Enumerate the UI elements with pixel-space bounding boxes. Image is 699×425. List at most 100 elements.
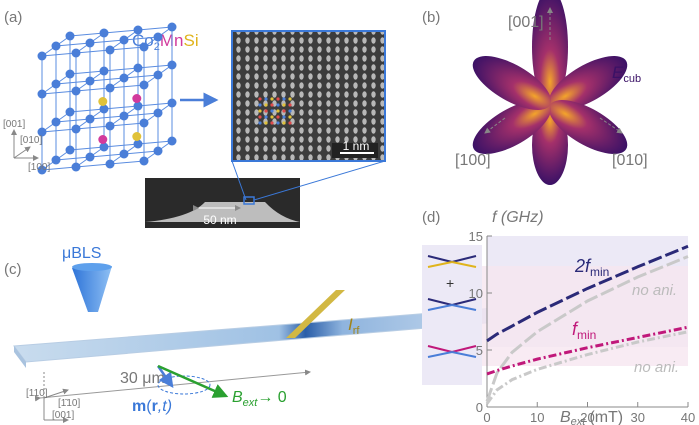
x-tick-label: 0 xyxy=(483,410,490,425)
marker-dot xyxy=(264,121,267,124)
y-tick-label: 0 xyxy=(476,400,483,415)
atom xyxy=(154,33,163,42)
axis-label: [001] xyxy=(508,14,544,31)
atom xyxy=(66,108,75,117)
atom xyxy=(120,150,129,159)
axis-label: [100] xyxy=(28,162,50,173)
atom xyxy=(86,115,95,124)
bond xyxy=(70,33,104,36)
atom xyxy=(106,84,115,93)
atom xyxy=(72,49,81,58)
atom xyxy=(66,32,75,41)
y-tick-label: 5 xyxy=(476,343,483,358)
marker-dot xyxy=(276,97,279,100)
panel-label: (d) xyxy=(422,209,440,226)
bond xyxy=(124,75,158,78)
marker-dot xyxy=(282,97,285,100)
atom xyxy=(100,143,109,152)
bond xyxy=(56,157,90,160)
probe-label: μBLS xyxy=(62,245,101,262)
bond xyxy=(56,119,90,122)
bond xyxy=(42,129,76,132)
atom xyxy=(140,81,149,90)
bond xyxy=(90,116,124,119)
x-tick-label: 30 xyxy=(631,410,645,425)
bond xyxy=(104,144,138,147)
atom xyxy=(120,112,129,121)
marker-dot xyxy=(270,97,273,100)
m-label: m(r,t) xyxy=(132,398,172,415)
panel-b: (b) [001] [100] [010] Ecub xyxy=(422,0,648,185)
atom xyxy=(98,97,107,106)
atom xyxy=(168,137,177,146)
marker-dot xyxy=(288,103,291,106)
bond xyxy=(90,78,124,81)
length-label: 30 μm xyxy=(120,370,165,387)
axis-label: [001] xyxy=(3,119,25,130)
atom xyxy=(72,125,81,134)
bond xyxy=(70,109,104,112)
bond xyxy=(56,81,90,84)
probe-top xyxy=(72,263,112,271)
y-tick-label: 10 xyxy=(469,286,483,301)
axis-label: [010] xyxy=(612,152,648,169)
marker-dot xyxy=(282,121,285,124)
atom xyxy=(106,160,115,169)
marker-dot xyxy=(258,115,261,118)
b-arrow: → 0 xyxy=(257,389,286,406)
series-subscript: min xyxy=(590,265,609,279)
marker-dot xyxy=(264,115,267,118)
bond xyxy=(110,123,144,126)
marker-dot xyxy=(258,121,261,124)
marker-dot xyxy=(258,109,261,112)
bond xyxy=(110,85,144,88)
atom xyxy=(72,87,81,96)
m-part: m xyxy=(132,398,146,415)
atom xyxy=(66,146,75,155)
probe-cone xyxy=(72,266,112,312)
marker-dot xyxy=(276,103,279,106)
atom xyxy=(168,23,177,32)
bond xyxy=(56,43,90,46)
energy-symbol: E xyxy=(612,63,624,82)
y-axis-label: f (GHz) xyxy=(492,209,544,226)
atom xyxy=(120,36,129,45)
bond xyxy=(138,103,172,106)
atom xyxy=(52,118,61,127)
marker-dot xyxy=(270,121,273,124)
b-subscript: ext xyxy=(243,397,259,409)
marker-dot xyxy=(276,115,279,118)
atom xyxy=(38,90,47,99)
atom xyxy=(38,52,47,61)
marker-dot xyxy=(270,115,273,118)
current-subscript: rf xyxy=(353,325,361,337)
atom xyxy=(100,105,109,114)
x-tick-label: 10 xyxy=(530,410,544,425)
axis-label: [100] xyxy=(455,152,491,169)
series-name: no ani. xyxy=(634,359,679,376)
m-part: ,t) xyxy=(158,398,172,415)
atom xyxy=(106,46,115,55)
atom xyxy=(134,64,143,73)
atom xyxy=(100,29,109,38)
atom xyxy=(106,122,115,131)
atom xyxy=(154,71,163,80)
scale-label: 50 nm xyxy=(203,213,236,227)
atom xyxy=(154,109,163,118)
marker-dot xyxy=(264,109,267,112)
scale-label: 1 nm xyxy=(343,139,370,153)
marker-dot xyxy=(276,121,279,124)
marker-dot xyxy=(270,103,273,106)
series-subscript: min xyxy=(577,328,596,342)
marker-dot xyxy=(258,103,261,106)
atom xyxy=(134,140,143,149)
atom xyxy=(168,61,177,70)
axis-label: [110] xyxy=(26,388,48,399)
marker-dot xyxy=(258,97,261,100)
atom xyxy=(52,156,61,165)
marker-dot xyxy=(288,115,291,118)
bond xyxy=(110,161,144,164)
b-symbol: B xyxy=(232,389,243,406)
energy-subscript: cub xyxy=(623,73,641,85)
